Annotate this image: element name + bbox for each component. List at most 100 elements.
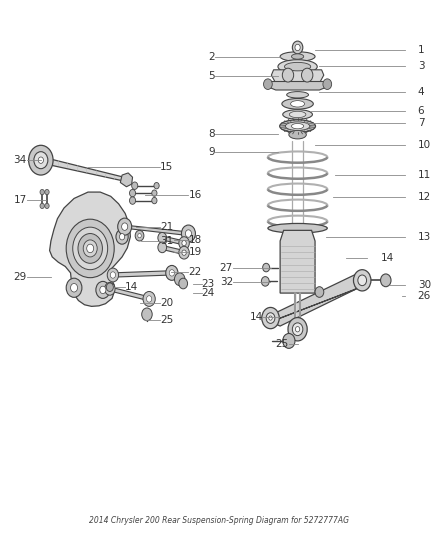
- Circle shape: [288, 318, 307, 341]
- Polygon shape: [280, 230, 315, 293]
- Polygon shape: [268, 273, 363, 326]
- Text: 10: 10: [418, 140, 431, 150]
- Circle shape: [73, 227, 108, 270]
- Circle shape: [132, 182, 138, 189]
- Circle shape: [179, 246, 189, 259]
- Polygon shape: [161, 245, 185, 255]
- Ellipse shape: [268, 223, 327, 233]
- Circle shape: [96, 281, 110, 298]
- Circle shape: [315, 287, 324, 297]
- Circle shape: [174, 273, 185, 286]
- Text: 25: 25: [276, 338, 289, 349]
- Circle shape: [45, 203, 49, 208]
- Text: 4: 4: [418, 87, 424, 97]
- Ellipse shape: [280, 120, 315, 133]
- Polygon shape: [124, 225, 189, 236]
- Circle shape: [353, 270, 371, 291]
- Text: 24: 24: [201, 288, 215, 298]
- Text: 14: 14: [381, 253, 394, 263]
- Circle shape: [158, 242, 166, 253]
- Circle shape: [381, 274, 391, 287]
- Circle shape: [118, 218, 132, 235]
- Circle shape: [71, 284, 78, 292]
- Circle shape: [100, 286, 106, 294]
- Circle shape: [295, 327, 300, 332]
- Ellipse shape: [285, 62, 311, 71]
- Polygon shape: [272, 284, 363, 320]
- Polygon shape: [112, 271, 172, 277]
- Circle shape: [45, 189, 49, 195]
- Ellipse shape: [290, 101, 304, 107]
- Text: 3: 3: [418, 61, 424, 70]
- Circle shape: [182, 250, 186, 255]
- Text: 16: 16: [188, 190, 201, 200]
- Circle shape: [185, 230, 191, 237]
- Circle shape: [295, 44, 300, 51]
- Text: 11: 11: [418, 170, 431, 180]
- Circle shape: [135, 230, 144, 241]
- Text: 17: 17: [14, 195, 27, 205]
- Text: 25: 25: [160, 314, 173, 325]
- Circle shape: [264, 79, 272, 90]
- Text: 1: 1: [418, 45, 424, 54]
- Text: 29: 29: [14, 272, 27, 282]
- Text: 14: 14: [249, 312, 263, 322]
- Circle shape: [138, 233, 141, 238]
- Circle shape: [301, 68, 313, 82]
- Ellipse shape: [291, 124, 304, 129]
- Text: 9: 9: [208, 147, 215, 157]
- Circle shape: [107, 268, 119, 282]
- Circle shape: [110, 272, 116, 278]
- Text: 34: 34: [14, 155, 27, 165]
- Circle shape: [28, 146, 53, 175]
- Text: 2014 Chrysler 200 Rear Suspension-Spring Diagram for 5272777AG: 2014 Chrysler 200 Rear Suspension-Spring…: [89, 516, 349, 525]
- Text: 23: 23: [201, 279, 215, 288]
- Ellipse shape: [289, 131, 306, 139]
- Circle shape: [78, 233, 102, 263]
- Circle shape: [38, 157, 43, 164]
- Ellipse shape: [286, 122, 310, 131]
- Text: 26: 26: [418, 291, 431, 301]
- Circle shape: [40, 203, 44, 208]
- Circle shape: [179, 278, 187, 289]
- Polygon shape: [272, 70, 324, 88]
- Text: 30: 30: [418, 280, 431, 289]
- Circle shape: [66, 219, 114, 278]
- Circle shape: [66, 278, 82, 297]
- Circle shape: [261, 277, 269, 286]
- Circle shape: [130, 189, 136, 197]
- Circle shape: [292, 323, 303, 336]
- Text: 22: 22: [188, 267, 201, 277]
- Ellipse shape: [287, 92, 308, 98]
- Polygon shape: [49, 192, 131, 306]
- Circle shape: [105, 282, 115, 295]
- Circle shape: [106, 283, 113, 292]
- Circle shape: [152, 190, 157, 196]
- Circle shape: [83, 240, 97, 257]
- Circle shape: [179, 237, 189, 249]
- Polygon shape: [39, 157, 127, 184]
- Ellipse shape: [289, 111, 306, 118]
- Circle shape: [158, 232, 166, 243]
- Text: 6: 6: [418, 106, 424, 116]
- Polygon shape: [109, 287, 150, 301]
- Circle shape: [130, 197, 136, 204]
- Circle shape: [323, 79, 332, 90]
- Text: 21: 21: [160, 222, 173, 232]
- Circle shape: [122, 223, 128, 230]
- Text: 5: 5: [208, 71, 215, 81]
- Text: 12: 12: [418, 192, 431, 203]
- Circle shape: [358, 275, 367, 286]
- Circle shape: [169, 270, 174, 276]
- Circle shape: [87, 244, 94, 253]
- Ellipse shape: [291, 54, 304, 59]
- Circle shape: [34, 152, 48, 168]
- Polygon shape: [161, 236, 185, 245]
- Text: 14: 14: [125, 282, 138, 292]
- Circle shape: [269, 316, 272, 320]
- Circle shape: [152, 197, 157, 204]
- Text: 8: 8: [208, 128, 215, 139]
- Text: 20: 20: [160, 297, 173, 308]
- Ellipse shape: [280, 52, 315, 61]
- Circle shape: [143, 292, 155, 306]
